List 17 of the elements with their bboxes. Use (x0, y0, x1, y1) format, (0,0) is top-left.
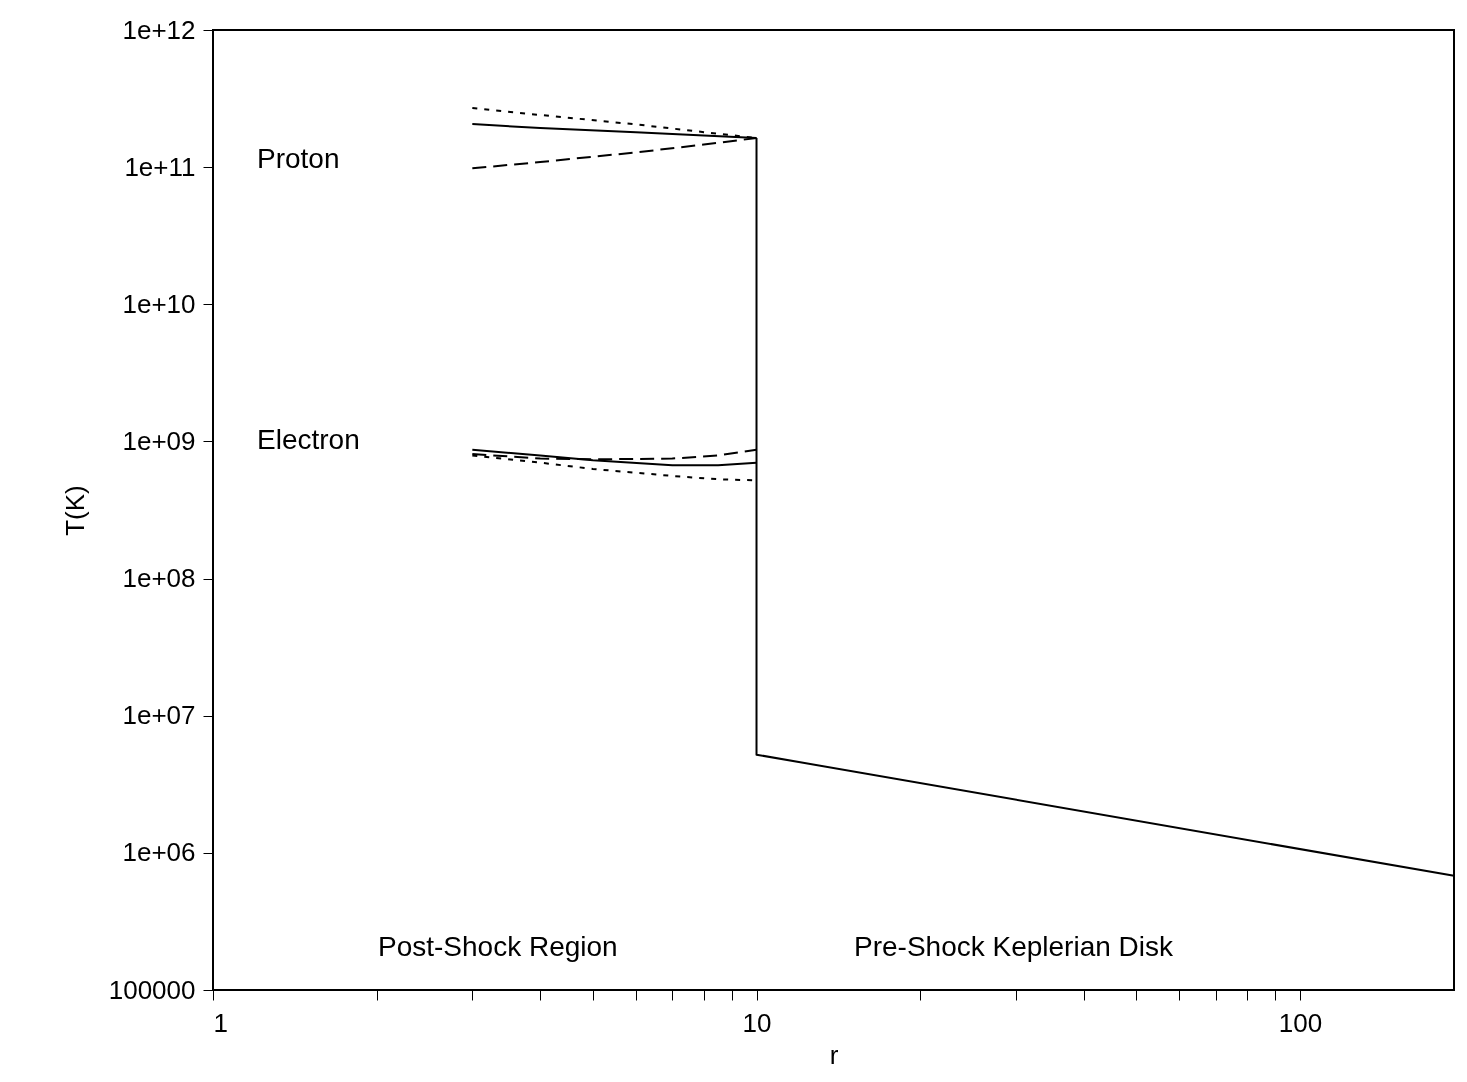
annotation: Pre-Shock Keplerian Disk (854, 931, 1175, 962)
annotation: Electron (257, 424, 360, 455)
y-tick-label: 1e+09 (122, 425, 196, 456)
y-axis-title: T(K) (59, 485, 90, 536)
y-tick-label: 100000 (108, 974, 196, 1005)
annotation: Proton (257, 143, 340, 174)
x-axis-title: r (829, 1039, 839, 1070)
y-tick-label: 1e+07 (122, 700, 196, 731)
y-tick-label: 1e+10 (122, 288, 196, 319)
x-tick-label: 1 (213, 1007, 228, 1038)
x-tick-label: 10 (742, 1007, 772, 1038)
y-tick-label: 1e+11 (124, 151, 196, 182)
x-tick-label: 100 (1278, 1007, 1323, 1038)
y-tick-label: 1e+06 (122, 837, 196, 868)
annotation: Post-Shock Region (378, 931, 618, 962)
y-tick-label: 1e+12 (122, 14, 196, 45)
y-tick-label: 1e+08 (122, 563, 196, 594)
